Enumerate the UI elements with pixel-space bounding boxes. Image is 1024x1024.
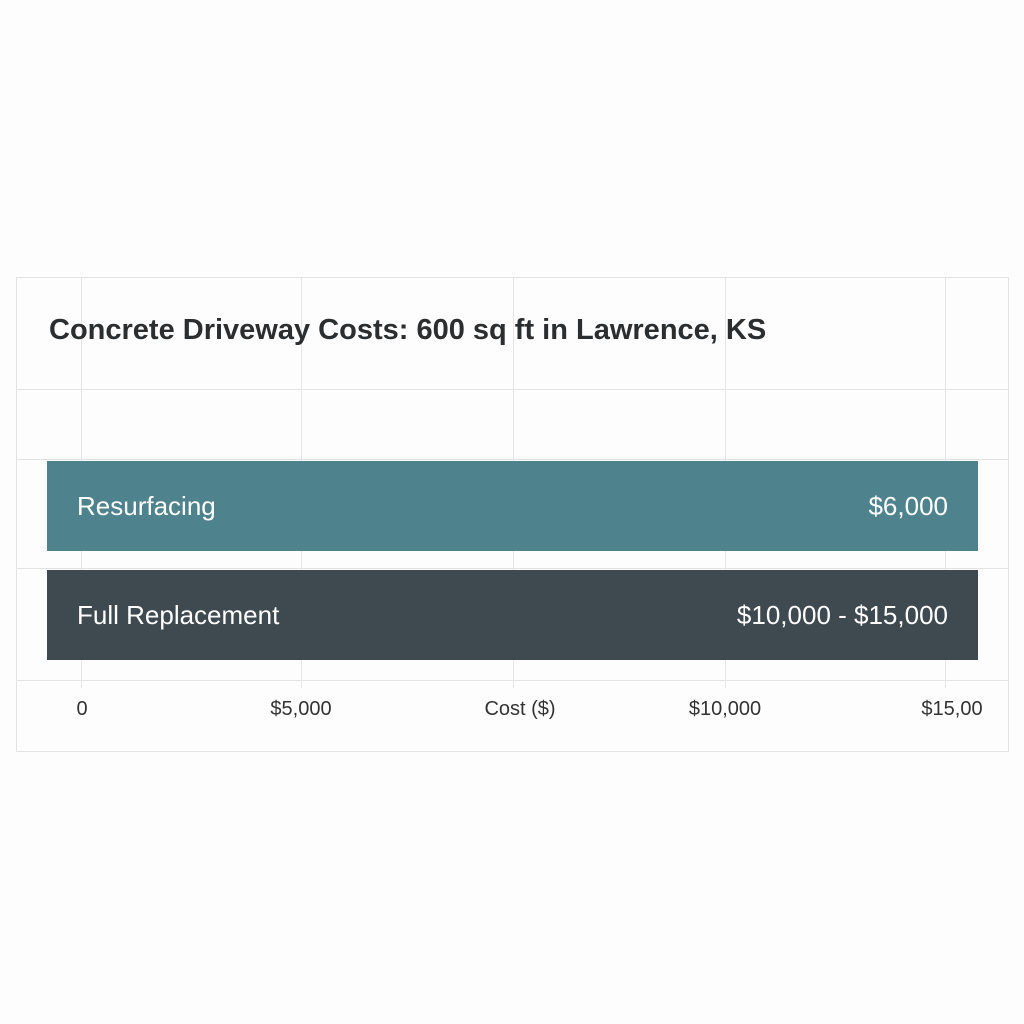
bar-label: Resurfacing [77,490,216,521]
data-label: $6,000 [868,490,948,521]
x-tick-label: $10,000 [688,698,762,720]
bar-label: Full Replacement [77,599,280,630]
x-tick-label: $5,000 [270,698,332,720]
x-axis-label: Cost ($) [484,698,556,720]
data-label: $10,000 - $15,000 [736,599,948,630]
x-tick-label: $15,00 [921,698,983,720]
chart-card: Concrete Driveway Costs: 600 sq ft in La… [16,277,1009,752]
gridline [17,680,1008,681]
bar-resurfacing: Resurfacing $6,000 [47,461,978,551]
chart-title: Concrete Driveway Costs: 600 sq ft in La… [49,314,767,346]
gridline [17,568,1008,569]
x-tick-label: 0 [76,698,88,720]
bar-full-replacement: Full Replacement $10,000 - $15,000 [47,570,978,660]
gridline [17,389,1008,390]
gridline [17,459,1008,460]
